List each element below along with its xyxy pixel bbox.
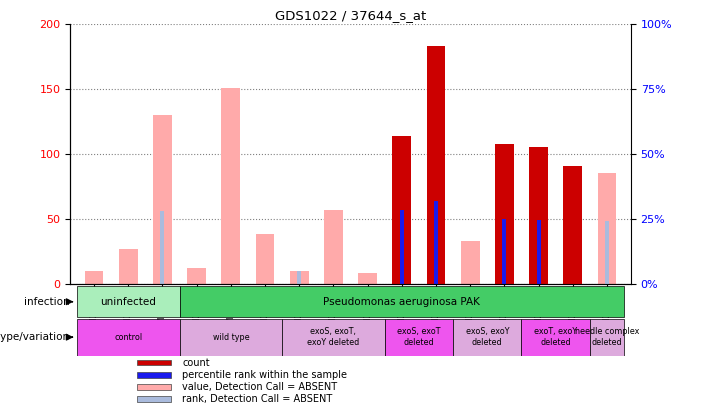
Bar	[495, 143, 514, 284]
Bar	[179, 286, 624, 317]
Bar	[297, 271, 301, 284]
Bar	[282, 319, 385, 356]
Bar	[522, 319, 590, 356]
Bar	[529, 147, 548, 284]
Bar	[77, 319, 179, 356]
Text: wild type: wild type	[212, 333, 249, 342]
Text: genotype/variation: genotype/variation	[0, 332, 69, 342]
Text: Pseudomonas aeruginosa PAK: Pseudomonas aeruginosa PAK	[323, 297, 480, 307]
Bar	[77, 286, 179, 317]
Bar	[503, 219, 506, 284]
Bar	[137, 360, 171, 365]
Bar	[605, 221, 609, 284]
Text: count: count	[182, 358, 210, 368]
Text: control: control	[114, 333, 142, 342]
Bar	[324, 210, 343, 284]
Bar	[153, 115, 172, 284]
Bar	[590, 319, 624, 356]
Bar	[400, 210, 404, 284]
Text: exoS, exoY
deleted: exoS, exoY deleted	[465, 328, 509, 347]
Text: exoS, exoT
deleted: exoS, exoT deleted	[397, 328, 441, 347]
Text: percentile rank within the sample: percentile rank within the sample	[182, 370, 347, 380]
Bar	[137, 396, 171, 402]
Bar	[137, 372, 171, 377]
Bar	[427, 46, 445, 284]
Text: rank, Detection Call = ABSENT: rank, Detection Call = ABSENT	[182, 394, 332, 404]
Text: infection: infection	[24, 297, 69, 307]
Bar	[161, 211, 165, 284]
Bar	[564, 166, 582, 284]
Title: GDS1022 / 37644_s_at: GDS1022 / 37644_s_at	[275, 9, 426, 22]
Bar	[536, 220, 540, 284]
Bar	[119, 249, 137, 284]
Bar	[187, 268, 206, 284]
Text: exoT, exoY
deleted: exoT, exoY deleted	[534, 328, 577, 347]
Text: needle complex
deleted: needle complex deleted	[575, 328, 639, 347]
Bar	[434, 200, 438, 284]
Bar	[461, 241, 479, 284]
Text: uninfected: uninfected	[100, 297, 156, 307]
Bar	[179, 319, 282, 356]
Bar	[290, 271, 308, 284]
Bar	[453, 319, 522, 356]
Bar	[256, 234, 274, 284]
Text: exoS, exoT,
exoY deleted: exoS, exoT, exoY deleted	[307, 328, 360, 347]
Bar	[385, 319, 453, 356]
Bar	[597, 173, 616, 284]
Bar	[571, 221, 575, 284]
Bar	[137, 384, 171, 390]
Bar	[222, 88, 240, 284]
Bar	[393, 136, 411, 284]
Bar	[85, 271, 104, 284]
Bar	[358, 273, 377, 284]
Text: value, Detection Call = ABSENT: value, Detection Call = ABSENT	[182, 382, 337, 392]
